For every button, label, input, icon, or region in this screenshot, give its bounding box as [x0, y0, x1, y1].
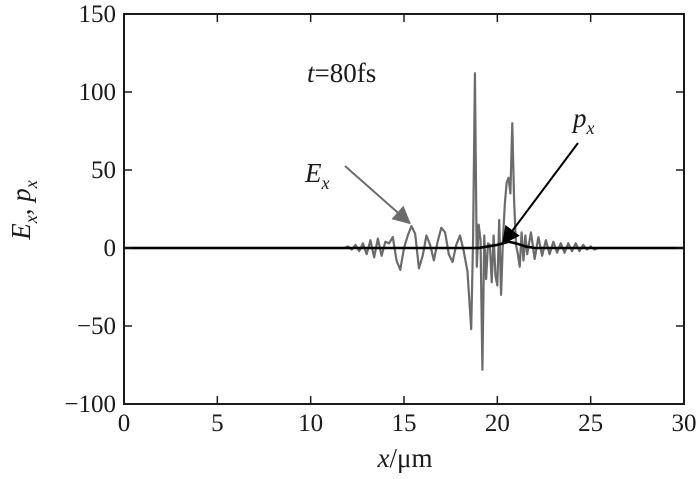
series-ex-arrow: [344, 165, 411, 225]
y-axis-ticks: −100 −50 0 50 100 150: [64, 1, 684, 418]
x-axis-title: x/μm: [377, 443, 433, 473]
series-label-px: px: [571, 103, 595, 138]
x-tick-label: 15: [392, 410, 417, 437]
y-tick-label: 100: [79, 79, 117, 106]
x-tick-label: 10: [298, 410, 323, 437]
series-label-ex: Ex: [304, 158, 330, 193]
x-axis-ticks: 0 5 10 15 20 25 30: [118, 14, 697, 437]
series-px-arrow: [501, 142, 579, 245]
x-tick-label: 5: [211, 410, 224, 437]
plot-border: [123, 13, 685, 405]
y-tick-label: 50: [91, 157, 116, 184]
y-tick-label: −50: [77, 313, 116, 340]
time-annotation: t=80fs: [307, 58, 376, 88]
series-line-ex: [124, 72, 684, 371]
y-axis-title: Ex, px: [6, 180, 41, 241]
plot-frame: [123, 13, 685, 405]
x-tick-label: 30: [672, 410, 697, 437]
x-tick-label: 20: [485, 410, 510, 437]
y-tick-label: 0: [104, 235, 117, 262]
series-layer: [124, 72, 684, 371]
x-tick-label: 25: [578, 410, 603, 437]
y-tick-label: −100: [64, 391, 116, 418]
y-tick-label: 150: [79, 1, 117, 28]
x-tick-label: 0: [118, 410, 131, 437]
